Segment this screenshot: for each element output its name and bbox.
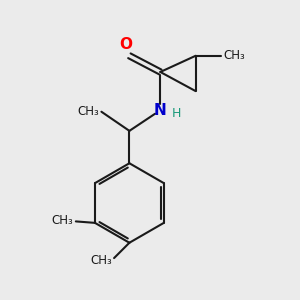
Text: CH₃: CH₃ <box>224 49 245 62</box>
Text: CH₃: CH₃ <box>77 105 99 118</box>
Text: H: H <box>172 107 181 120</box>
Text: CH₃: CH₃ <box>51 214 73 227</box>
Text: CH₃: CH₃ <box>90 254 112 267</box>
Text: N: N <box>154 103 167 118</box>
Text: O: O <box>119 37 132 52</box>
